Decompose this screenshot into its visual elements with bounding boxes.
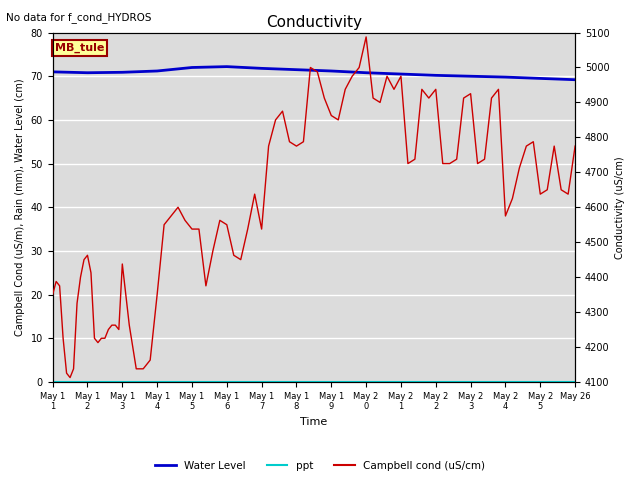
Legend: Water Level, ppt, Campbell cond (uS/cm): Water Level, ppt, Campbell cond (uS/cm) xyxy=(151,456,489,475)
Y-axis label: Conductivity (uS/cm): Conductivity (uS/cm) xyxy=(615,156,625,259)
Text: MB_tule: MB_tule xyxy=(55,43,105,53)
X-axis label: Time: Time xyxy=(300,417,328,427)
Text: No data for f_cond_HYDROS: No data for f_cond_HYDROS xyxy=(6,12,152,23)
Title: Conductivity: Conductivity xyxy=(266,15,362,30)
Y-axis label: Campbell Cond (uS/m), Rain (mm), Water Level (cm): Campbell Cond (uS/m), Rain (mm), Water L… xyxy=(15,78,25,336)
